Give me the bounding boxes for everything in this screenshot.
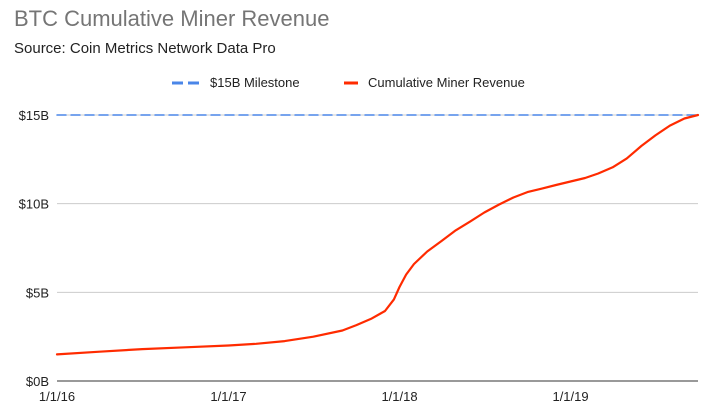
y-tick-label: $15B [19,108,49,123]
x-tick-label: 1/1/18 [381,389,417,404]
y-tick-label: $10B [19,197,49,212]
legend-label-revenue: Cumulative Miner Revenue [368,75,525,90]
chart-subtitle: Source: Coin Metrics Network Data Pro [14,40,276,57]
y-tick-label: $0B [26,374,49,389]
gridlines [57,114,698,382]
x-tick-label: 1/1/17 [210,389,246,404]
chart-title: BTC Cumulative Miner Revenue [14,6,330,31]
legend: $15B Milestone Cumulative Miner Revenue [172,75,525,90]
x-tick-label: 1/1/19 [552,389,588,404]
y-axis-ticks: $0B $5B $10B $15B [19,108,49,389]
series-layer [55,113,700,356]
x-tick-label: 1/1/16 [39,389,75,404]
series-line-revenue [55,113,700,356]
x-axis-ticks: 1/1/16 1/1/17 1/1/18 1/1/19 [39,389,589,404]
y-tick-label: $5B [26,285,49,300]
legend-label-milestone: $15B Milestone [210,75,300,90]
